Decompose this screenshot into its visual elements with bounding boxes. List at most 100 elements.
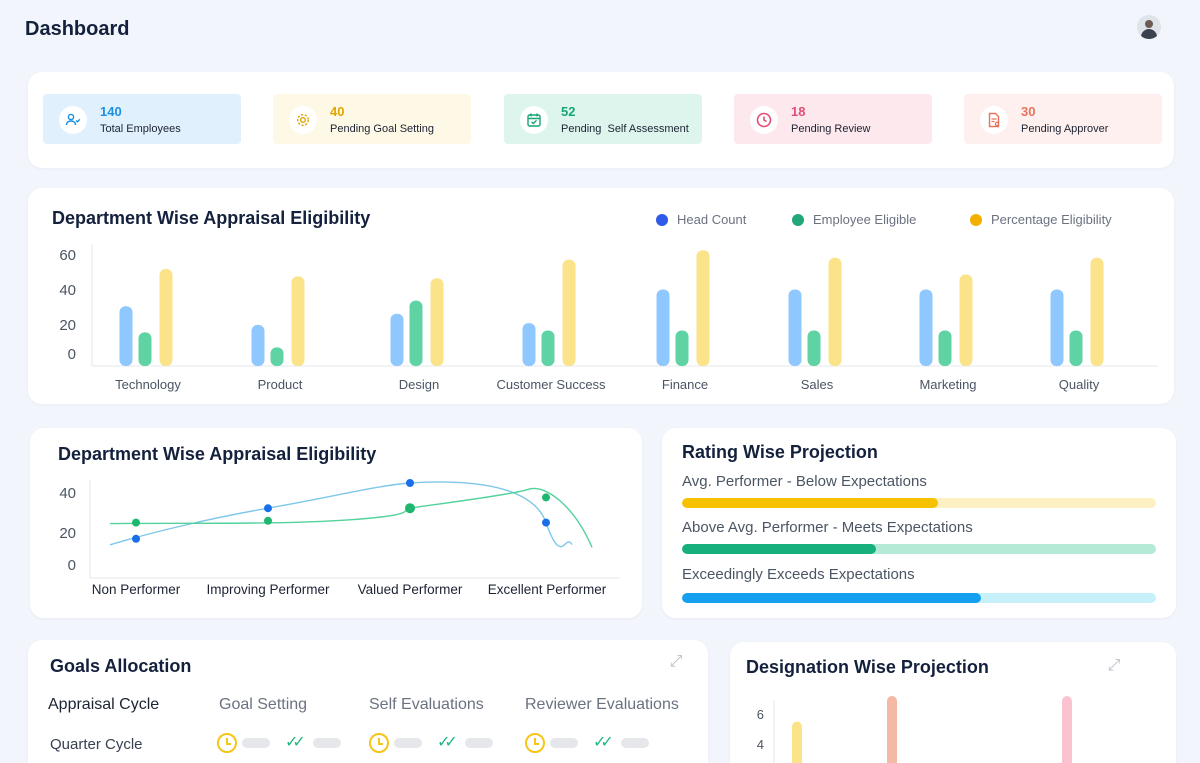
stat-value: 30 <box>1021 104 1036 119</box>
legend-dot <box>970 213 982 226</box>
bar <box>1090 257 1104 366</box>
rating-label: Above Avg. Performer - Meets Expectation… <box>682 519 973 536</box>
performance-line-card: Department Wise Appraisal Eligibility 0 2… <box>30 428 642 618</box>
bar <box>270 347 284 366</box>
legend-item-head-count[interactable]: Head Count <box>656 212 746 227</box>
legend-dot <box>792 213 804 226</box>
bar <box>828 257 842 366</box>
stat-pending-approver[interactable]: 30 Pending Approver <box>964 94 1162 144</box>
x-tick-label: Marketing <box>919 377 976 392</box>
series-line <box>109 487 593 548</box>
avatar[interactable] <box>1137 15 1161 39</box>
x-tick-label: Valued Performer <box>358 582 463 597</box>
data-point <box>132 534 140 543</box>
x-tick-label: Finance <box>662 377 708 392</box>
x-tick-label: Product <box>258 377 303 392</box>
bar <box>1050 289 1064 366</box>
stat-pending-self-assessment[interactable]: 52 Pending Self Assessment <box>504 94 702 144</box>
legend-label: Employee Eligible <box>813 212 917 227</box>
designation-bar-chart: 46 <box>757 696 1072 763</box>
line-chart: 0 20 40 Non Performer Improving Performer Val… <box>59 479 620 597</box>
rating-bar-fill <box>682 544 877 554</box>
y-tick-label: 6 <box>757 707 764 722</box>
data-point <box>406 479 414 487</box>
x-tick-label: Technology <box>115 377 181 392</box>
data-point <box>264 516 272 525</box>
stat-label: Pending Goal Setting <box>330 123 434 135</box>
bar <box>541 330 555 366</box>
stat-value: 18 <box>791 104 806 119</box>
pending-clock-icon <box>525 733 545 753</box>
rating-bar <box>682 544 1156 554</box>
stat-pending-goal-setting[interactable]: 40 Pending Goal Setting <box>273 94 471 144</box>
users-icon <box>59 106 87 134</box>
bar <box>675 330 689 366</box>
column-appraisal-cycle: Appraisal Cycle <box>48 696 160 713</box>
stat-value: 52 <box>561 104 576 119</box>
bar <box>1062 696 1072 763</box>
data-point <box>132 518 140 527</box>
legend-label: Percentage Eligibility <box>991 212 1112 227</box>
row-label: Quarter Cycle <box>50 736 143 753</box>
x-tick-label: Design <box>399 377 439 392</box>
data-point <box>542 518 550 527</box>
calendar-check-icon <box>520 106 548 134</box>
double-check-icon: ✓✓ <box>285 734 306 751</box>
rating-label: Exceedingly Exceeds Expectations <box>682 566 915 583</box>
bar <box>696 250 710 366</box>
y-tick-label: 0 <box>68 557 76 574</box>
goals-title: Goals Allocation <box>50 656 192 676</box>
line-chart-title: Department Wise Appraisal Eligibility <box>58 444 377 464</box>
stat-label: Pending Self Assessment <box>561 123 689 135</box>
bar <box>1069 330 1083 366</box>
pending-pill <box>550 738 578 748</box>
stat-pending-review[interactable]: 18 Pending Review <box>734 94 932 144</box>
data-point <box>264 504 272 513</box>
pending-pill <box>242 738 270 748</box>
x-tick-label: Excellent Performer <box>488 582 607 597</box>
bar <box>291 276 305 366</box>
bar-chart-title: Department Wise Appraisal Eligibility <box>52 208 371 228</box>
stat-label: Total Employees <box>100 123 181 135</box>
rating-bar <box>682 498 1156 508</box>
pending-pill <box>394 738 422 748</box>
column-reviewer-evaluations: Reviewer Evaluations <box>525 696 679 713</box>
stat-total-employees[interactable]: 140 Total Employees <box>43 94 241 144</box>
x-tick-label: Customer Success <box>496 377 606 392</box>
legend-item-employee-eligible[interactable]: Employee Eligible <box>792 212 916 227</box>
data-point <box>542 493 550 502</box>
rating-bar <box>682 593 1156 603</box>
pending-clock-icon <box>369 733 389 753</box>
double-check-icon: ✓✓ <box>593 734 614 751</box>
bar <box>522 323 536 366</box>
double-check-icon: ✓✓ <box>437 734 458 751</box>
y-tick-label: 4 <box>757 737 764 752</box>
y-tick-label: 60 <box>59 247 76 264</box>
rating-title: Rating Wise Projection <box>682 442 878 462</box>
gear-icon <box>289 106 317 134</box>
bar <box>807 330 821 366</box>
expand-icon[interactable]: ⤢ <box>669 653 683 670</box>
x-tick-label: Quality <box>1059 377 1100 392</box>
y-tick-label: 20 <box>59 317 76 334</box>
bar <box>792 721 802 763</box>
legend-dot <box>656 213 668 226</box>
bar <box>159 268 173 366</box>
data-point <box>405 503 415 514</box>
series-line <box>109 481 573 548</box>
pending-clock-icon <box>217 733 237 753</box>
stat-label: Pending Approver <box>1021 123 1109 135</box>
expand-icon[interactable]: ⤢ <box>1107 657 1121 674</box>
x-tick-label: Improving Performer <box>206 582 330 597</box>
stat-value: 40 <box>330 104 345 119</box>
y-tick-label: 20 <box>59 525 76 542</box>
designation-title: Designation Wise Projection <box>746 657 989 677</box>
x-tick-label: Non Performer <box>92 582 181 597</box>
bar <box>959 274 973 366</box>
rating-label: Avg. Performer - Below Expectations <box>682 473 927 490</box>
document-icon <box>980 106 1008 134</box>
rating-projection-card: Rating Wise Projection Avg. Performer - … <box>662 428 1176 618</box>
stats-card: 140 Total Employees 40 Pending Goal Sett… <box>28 72 1174 168</box>
legend-item-percentage-eligibility[interactable]: Percentage Eligibility <box>970 212 1112 227</box>
